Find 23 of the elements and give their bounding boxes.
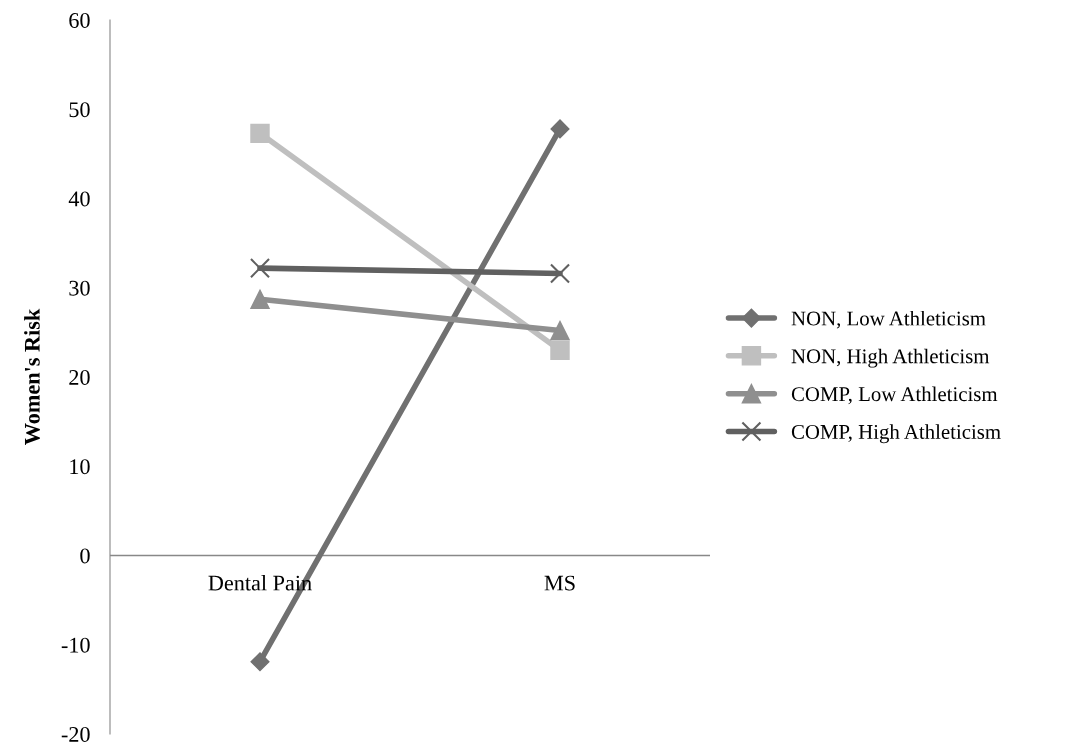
point [250,289,270,310]
y-axis-title: Women's Risk [24,308,40,445]
y-tick-label: 60 [69,12,90,28]
point [550,320,570,341]
y-tick-label: 30 [69,280,90,296]
y-tick-label: 20 [69,369,90,385]
point [249,258,271,279]
legend-label: NON, Low Athleticism [791,310,986,329]
y-tick-label: -20 [61,726,90,742]
point [550,340,570,360]
y-tick-label: 10 [70,459,90,475]
legend-label: NON, High Athleticism [791,348,990,368]
point [549,263,571,284]
y-tick-label: 50 [69,102,90,118]
point [250,123,270,144]
y-tick-label: -10 [61,637,90,653]
y-tick-label: 0 [80,548,90,564]
point [550,119,570,139]
legend-label: COMP, Low Athleticism [791,386,998,405]
y-tick-label: 40 [68,191,90,207]
point [250,652,270,672]
x-tick-label: MS [544,575,575,591]
legend-label: COMP, High Athleticism [791,424,1001,444]
